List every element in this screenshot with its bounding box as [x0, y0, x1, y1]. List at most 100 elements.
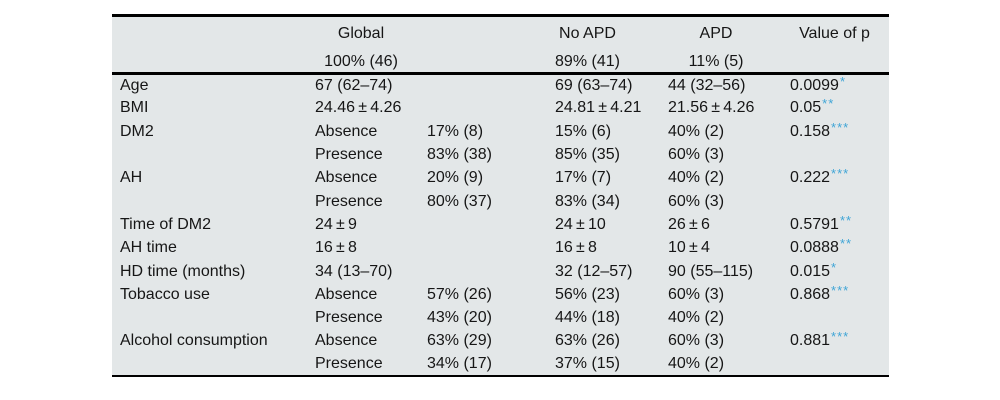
global-pct	[427, 213, 555, 236]
table-row: Time of DM2 24 ± 9 24 ± 10 26 ± 6 0.5791**	[112, 213, 889, 236]
apd-value: 60% (3)	[668, 285, 725, 303]
global-pct: 43% (20)	[427, 309, 492, 327]
apd-value: 40% (2)	[668, 169, 725, 187]
column-subheader-no-apd: 89% (41)	[555, 51, 668, 75]
table-row: Age 67 (62–74) 69 (63–74) 44 (32–56) 0.0099*	[112, 74, 889, 97]
global-value: Presence	[315, 309, 383, 327]
significance-stars: ***	[831, 119, 850, 135]
table-row: HD time (months) 34 (13–70) 32 (12–57) 90 (…	[112, 260, 889, 283]
p-value: 0.222***	[790, 167, 889, 190]
apd-value: 60% (3)	[668, 146, 725, 164]
p-value	[790, 353, 889, 376]
no-apd-value: 85% (35)	[555, 146, 620, 164]
global-value: 16 ± 8	[315, 239, 357, 257]
apd-value: 44 (32–56)	[668, 76, 746, 94]
p-value	[790, 306, 889, 329]
column-header-apd: APD	[699, 25, 733, 43]
p-value: 0.5791**	[790, 213, 889, 236]
global-pct: 20% (9)	[427, 169, 484, 187]
row-label: DM2	[120, 122, 154, 140]
no-apd-value: 63% (26)	[555, 332, 620, 350]
global-pct	[427, 97, 555, 120]
spacer-cell	[112, 51, 315, 75]
significance-stars: ***	[831, 166, 850, 182]
p-value: 0.0888**	[790, 237, 889, 260]
table-row: AH Absence 20% (9) 17% (7) 40% (2) 0.222***	[112, 167, 889, 190]
p-value: 0.158***	[790, 120, 889, 143]
global-value: Presence	[315, 146, 383, 164]
p-value: 0.868***	[790, 283, 889, 306]
significance-stars: **	[839, 236, 853, 252]
apd-value: 90 (55–115)	[668, 262, 754, 280]
global-value: Presence	[315, 355, 383, 373]
row-label	[112, 190, 315, 213]
row-label-header	[112, 16, 315, 52]
global-pct: 57% (26)	[427, 285, 492, 303]
no-apd-value: 37% (15)	[555, 355, 620, 373]
apd-value: 10 ± 4	[668, 239, 710, 257]
significance-stars: *	[839, 73, 846, 89]
row-label	[112, 306, 315, 329]
apd-value: 60% (3)	[668, 192, 725, 210]
global-value: 67 (62–74)	[315, 76, 393, 94]
p-value: 0.881***	[790, 330, 889, 353]
apd-value: 26 ± 6	[668, 215, 710, 233]
column-header-no-apd: No APD	[559, 25, 616, 43]
global-pct	[427, 260, 555, 283]
column-header-p-value: Value of p	[799, 25, 870, 43]
spacer-cell	[790, 51, 889, 75]
row-label: BMI	[120, 99, 149, 117]
row-label: AH	[120, 169, 143, 187]
no-apd-value: 15% (6)	[555, 122, 612, 140]
column-subheader-global: 100% (46)	[315, 51, 427, 75]
row-label: Alcohol consumption	[120, 332, 268, 350]
global-value: Presence	[315, 192, 383, 210]
table-row: Presence 34% (17) 37% (15) 40% (2)	[112, 353, 889, 376]
table-row: Presence 43% (20) 44% (18) 40% (2)	[112, 306, 889, 329]
significance-stars: ***	[831, 329, 850, 345]
no-apd-value: 17% (7)	[555, 169, 612, 187]
table-row: Tobacco use Absence 57% (26) 56% (23) 60% (3…	[112, 283, 889, 306]
significance-stars: **	[822, 96, 835, 112]
spacer-cell	[427, 16, 555, 52]
global-value: 24 ± 9	[315, 215, 357, 233]
table-row: Presence 80% (37) 83% (34) 60% (3)	[112, 190, 889, 213]
table-row: AH time 16 ± 8 16 ± 8 10 ± 4 0.0888**	[112, 237, 889, 260]
p-value: 0.015*	[790, 260, 889, 283]
row-label: AH time	[120, 239, 177, 257]
p-number: 0.5791	[790, 215, 839, 233]
global-value: Absence	[315, 169, 378, 187]
global-pct: 83% (38)	[427, 146, 492, 164]
apd-value: 40% (2)	[668, 122, 725, 140]
row-label: Time of DM2	[120, 215, 211, 233]
global-pct	[427, 74, 555, 97]
global-value: 34 (13–70)	[315, 262, 393, 280]
global-pct: 34% (17)	[427, 355, 492, 373]
p-value	[790, 190, 889, 213]
row-label	[112, 353, 315, 376]
global-pct	[427, 237, 555, 260]
global-value: Absence	[315, 122, 378, 140]
apd-value: 40% (2)	[668, 355, 725, 373]
significance-stars: **	[839, 212, 853, 228]
row-label: HD time (months)	[120, 262, 246, 280]
apd-value: 40% (2)	[668, 309, 725, 327]
header-row-subtitles: 100% (46) 89% (41) 11% (5)	[112, 51, 889, 75]
p-value	[790, 143, 889, 166]
global-value: Absence	[315, 332, 378, 350]
p-number: 0.0099	[790, 76, 839, 94]
p-number: 0.05	[790, 99, 822, 117]
p-number: 0.158	[790, 122, 831, 140]
no-apd-value: 44% (18)	[555, 309, 620, 327]
no-apd-value: 24.81 ± 4.21	[555, 99, 642, 117]
no-apd-value: 32 (12–57)	[555, 262, 633, 280]
no-apd-value: 16 ± 8	[555, 239, 597, 257]
no-apd-value: 56% (23)	[555, 285, 620, 303]
table-row: Presence 83% (38) 85% (35) 60% (3)	[112, 143, 889, 166]
p-number: 0.222	[790, 169, 831, 187]
global-value: 24.46 ± 4.26	[315, 99, 402, 117]
table-body: Age 67 (62–74) 69 (63–74) 44 (32–56) 0.0099*…	[112, 74, 889, 377]
table-row: Alcohol consumption Absence 63% (29) 63% (2…	[112, 330, 889, 353]
p-value: 0.05**	[790, 97, 889, 120]
